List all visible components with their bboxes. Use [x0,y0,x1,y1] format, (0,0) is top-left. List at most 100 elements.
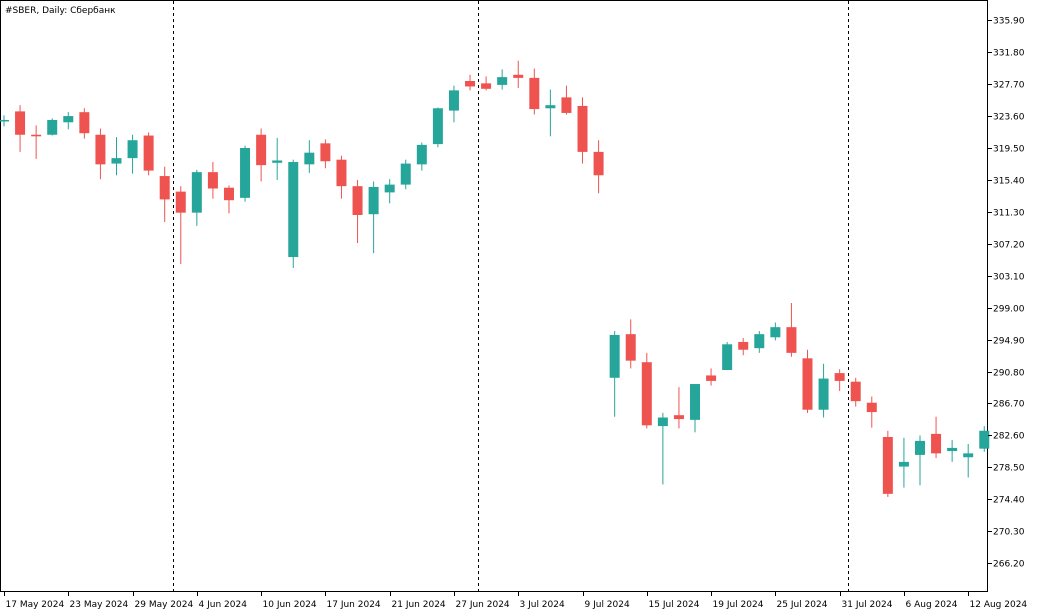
candle-body [770,327,781,338]
candle-body [256,134,267,166]
x-tick-label: 31 Jul 2024 [842,600,893,610]
candle-bullish [914,435,925,486]
candle-bearish [673,387,684,429]
candle-bearish [850,377,861,407]
candle-body [754,334,765,349]
candle-body [593,151,604,176]
candle-body [31,134,42,137]
candle-body [47,119,58,135]
candle-bullish [304,140,315,173]
candle-bullish [47,118,58,136]
x-tick-label: 6 Aug 2024 [906,600,958,610]
y-tick-label: 278.50 [993,464,1025,474]
y-tick-label: 319.50 [993,145,1025,155]
candle-body [15,111,26,135]
candle-bullish [416,142,427,171]
x-tick-label: 9 Jul 2024 [585,600,630,610]
chart-title: #SBER, Daily: Сбербанк [5,6,116,16]
y-tick-label: 311.30 [993,209,1025,219]
candle-body [143,135,154,171]
candle-bullish [497,69,508,90]
y-tick-label: 307.20 [993,241,1025,251]
candle-body [223,187,234,201]
x-tick-label: 19 Jul 2024 [713,600,764,610]
candle-body [481,83,492,89]
candle-bearish [561,85,572,115]
candle-body [786,327,797,353]
candle-bullish [609,331,620,417]
price-axis: 335.90 331.80 327.70 323.60 319.50 315.40 311.… [988,17,1025,570]
candle-body [159,176,170,200]
y-tick-label: 335.90 [993,17,1025,27]
candle-bearish [577,97,588,164]
x-tick-label: 17 May 2024 [6,600,65,610]
candle-bearish [786,303,797,357]
candle-bearish [931,416,942,459]
x-tick-label: 15 Jul 2024 [649,600,700,610]
candle-body [448,90,459,111]
y-tick-label: 323.60 [993,113,1025,123]
candle-bearish [593,140,604,194]
candle-body [79,112,90,134]
candle-body [416,144,427,165]
candle-bearish [706,368,717,386]
candle-bullish [722,341,733,370]
candle-body [657,417,668,427]
candle-body [320,143,331,162]
candle-bullish [818,363,829,418]
candle-bearish [866,396,877,428]
y-tick-label: 270.30 [993,528,1025,538]
candle-body [497,77,508,85]
candle-body [304,152,315,165]
candle-bullish [288,159,299,268]
candle-bearish [513,60,524,89]
candle-bullish [657,412,668,485]
candle-bearish [175,186,186,265]
candle-body [882,436,893,494]
candle-body [850,381,861,402]
candle-body [673,415,684,420]
candle-bearish [159,166,170,222]
candle-bullish [754,331,765,353]
candle-bullish [272,137,283,180]
candle-body [545,105,556,109]
candle-bearish [320,139,331,169]
candle-bearish [481,76,492,91]
x-tick-label: 27 Jun 2024 [456,600,510,610]
candle-bearish [256,128,267,182]
candle-body [738,341,749,350]
candle-body [288,162,299,258]
candle-body [963,453,974,458]
candle-bullish [770,322,781,341]
candle-bearish [207,162,218,199]
y-tick-label: 290.80 [993,369,1025,379]
candle-bearish [352,179,363,244]
date-axis: 17 May 2024 23 May 2024 29 May 2024 4 Jun 2… [4,592,1027,610]
candle-bearish [625,319,636,369]
candle-bearish [465,74,476,91]
candle-bullish [545,89,556,137]
y-tick-label: 282.60 [993,432,1025,442]
candle-bullish [963,444,974,478]
candle-body [513,74,524,78]
candle-bullish [63,112,74,130]
candle-body [336,159,347,187]
candle-body [465,81,476,87]
candle-bearish [882,430,893,497]
y-tick-label: 327.70 [993,81,1025,91]
candle-body [818,378,829,410]
candle-bearish [95,128,106,180]
candle-body [609,334,620,378]
x-tick-label: 3 Jul 2024 [520,600,565,610]
candle-body [272,160,283,163]
candle-bearish [802,349,813,413]
x-tick-label: 21 Jun 2024 [392,600,446,610]
candle-body [577,105,588,152]
candle-body [931,433,942,454]
candle-body [95,134,106,165]
candle-body [384,184,395,193]
candle-bullish [400,159,411,190]
candle-bearish [143,132,154,176]
candle-body [866,402,877,413]
